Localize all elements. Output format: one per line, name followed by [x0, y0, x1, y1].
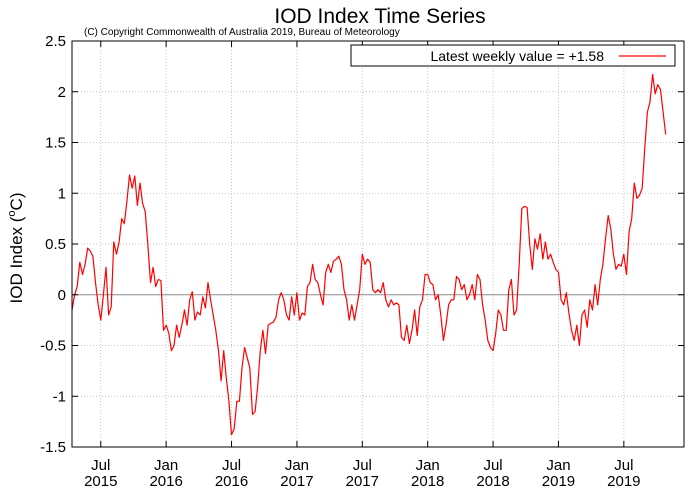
x-tick-label-month: Jul: [483, 457, 502, 474]
x-tick-label-month: Jan: [546, 457, 570, 474]
legend: Latest weekly value = +1.58: [350, 44, 676, 67]
legend-box: [350, 44, 676, 67]
series-group: [71, 73, 667, 436]
legend-label: Latest weekly value = +1.58: [430, 48, 604, 64]
x-tick-label-month: Jan: [154, 457, 178, 474]
y-tick-label: -1.5: [40, 439, 66, 456]
y-tick-label: 1: [58, 185, 66, 202]
x-tick-label-month: Jan: [285, 457, 309, 474]
y-tick-label: 2.5: [45, 33, 66, 50]
y-axis-label-superscript: o: [6, 210, 18, 216]
x-tick-label-year: 2019: [607, 473, 640, 490]
chart-copyright: (C) Copyright Commonwealth of Australia …: [84, 27, 400, 38]
y-axis-label-main: IOD Index (: [7, 216, 26, 303]
y-tick-label: 1.5: [45, 135, 66, 152]
x-tick-label-month: Jul: [353, 457, 372, 474]
x-tick-label-year: 2017: [280, 473, 313, 490]
y-tick-label: -0.5: [40, 338, 66, 355]
x-tick-label-year: 2019: [542, 473, 575, 490]
x-tick-label-month: Jan: [416, 457, 440, 474]
chart-title: IOD Index Time Series: [274, 5, 485, 28]
x-tick-label-year: 2016: [149, 473, 182, 490]
x-tick-labels: Jul2015Jan2016Jul2016Jan2017Jul2017Jan20…: [84, 457, 640, 490]
y-tick-labels: -1.5 -1 -0.5 0 0.5 1 1.5 2 2.5: [40, 33, 66, 456]
tick-marks: [72, 40, 684, 448]
y-tick-label: -1: [53, 388, 66, 405]
x-tick-label-year: 2017: [346, 473, 379, 490]
x-tick-label-month: Jul: [91, 457, 110, 474]
x-tick-label-year: 2015: [84, 473, 117, 490]
y-tick-label: 0: [58, 287, 66, 304]
x-tick-label-year: 2016: [215, 473, 248, 490]
iod-series-line: [71, 73, 667, 436]
x-tick-label-year: 2018: [476, 473, 509, 490]
x-tick-label-month: Jul: [614, 457, 633, 474]
y-axis-label-unit: C): [7, 193, 26, 211]
y-tick-label: 0.5: [45, 236, 66, 253]
y-tick-label: 2: [58, 84, 66, 101]
x-tick-label-month: Jul: [222, 457, 241, 474]
y-axis-label: IOD Index (oC): [6, 193, 26, 304]
x-tick-label-year: 2018: [411, 473, 444, 490]
